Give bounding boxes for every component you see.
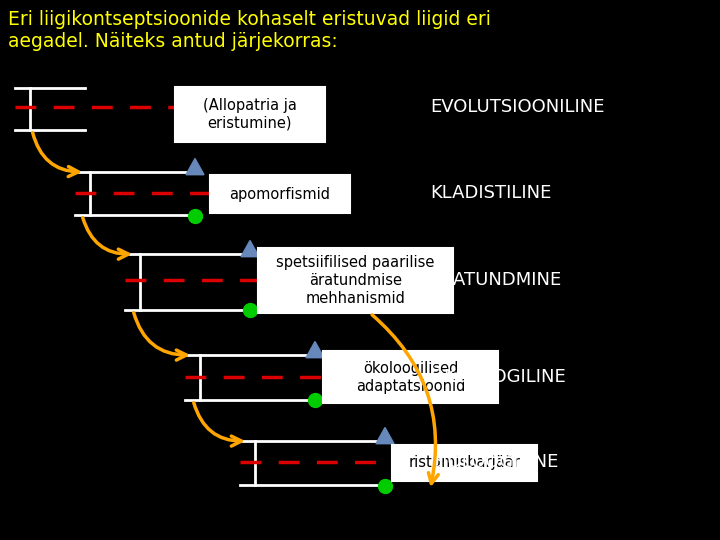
Text: EVOLUTSIOONILINE: EVOLUTSIOONILINE	[430, 98, 605, 116]
Polygon shape	[186, 159, 204, 175]
FancyBboxPatch shape	[323, 351, 498, 403]
Text: (Allopatria ja
eristumine): (Allopatria ja eristumine)	[203, 98, 297, 131]
FancyBboxPatch shape	[175, 87, 325, 142]
Text: ökoloogilised
adaptatsioonid: ökoloogilised adaptatsioonid	[356, 361, 465, 394]
Polygon shape	[306, 341, 324, 357]
Text: ÖKOLOOGILINE: ÖKOLOOGILINE	[430, 368, 566, 386]
Polygon shape	[241, 240, 259, 256]
Polygon shape	[376, 428, 394, 444]
FancyBboxPatch shape	[210, 175, 350, 213]
Text: ristumisbarjäär: ristumisbarjäär	[408, 456, 521, 470]
Text: Eri liigikontseptsioonide kohaselt eristuvad liigid eri: Eri liigikontseptsioonide kohaselt erist…	[8, 10, 491, 29]
Text: spetsiifilised paarilise
äratundmise
mehhanismid: spetsiifilised paarilise äratundmise meh…	[276, 255, 435, 306]
FancyBboxPatch shape	[392, 445, 537, 481]
Text: KLADISTILINE: KLADISTILINE	[430, 184, 552, 202]
Text: ÄRATUNDMINE: ÄRATUNDMINE	[430, 271, 562, 289]
Text: apomorfismid: apomorfismid	[230, 186, 330, 201]
Text: BIOLOOGILINE: BIOLOOGILINE	[430, 453, 559, 471]
Text: aegadel. Näiteks antud järjekorras:: aegadel. Näiteks antud järjekorras:	[8, 32, 338, 51]
FancyBboxPatch shape	[258, 248, 453, 313]
